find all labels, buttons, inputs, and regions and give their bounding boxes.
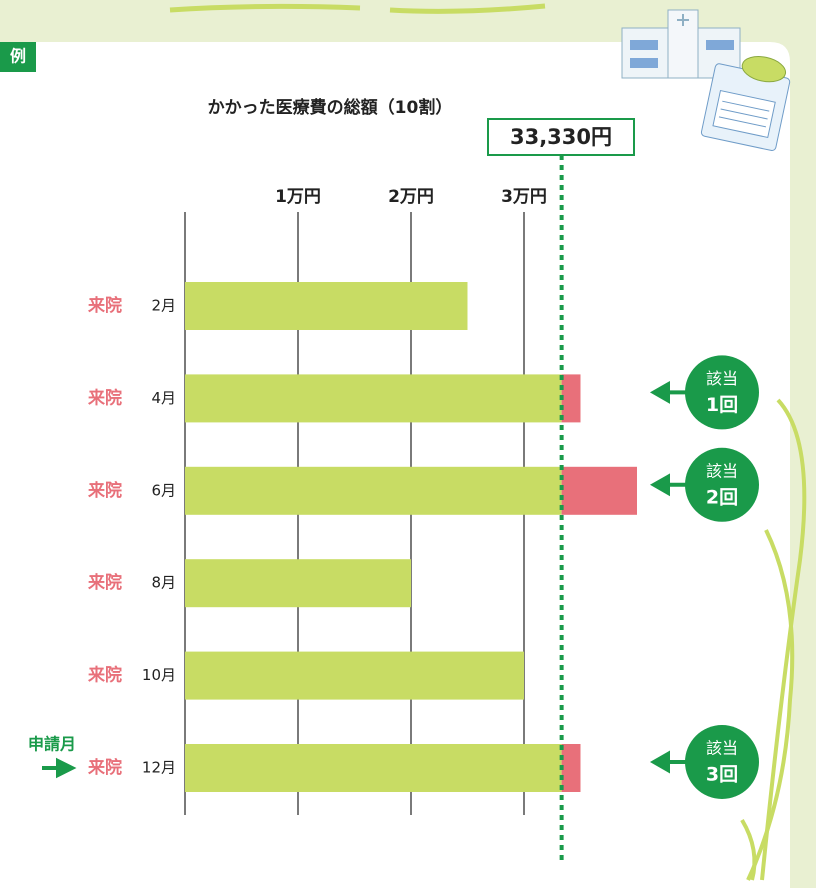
chart-title: かかった医療費の総額（10割） — [208, 97, 453, 118]
bar-excess — [562, 374, 581, 422]
match-line2: 2回 — [706, 486, 738, 508]
match-line2: 1回 — [706, 394, 738, 416]
bar — [185, 374, 562, 422]
chart: 例 かかった医療費の総額（10割） 1万円2万円3万円来院2月来院4月来院6月来… — [0, 0, 816, 888]
apply-note: 申請月 — [28, 735, 76, 754]
y-tick-label: 8月 — [151, 574, 176, 592]
threshold-label: 33,330円 — [510, 125, 612, 149]
bar-excess — [562, 744, 581, 792]
visit-label: 来院 — [87, 480, 122, 501]
label: 例 — [10, 47, 26, 66]
bar-excess — [562, 467, 637, 515]
visit-label: 来院 — [87, 757, 122, 778]
visit-label: 来院 — [87, 665, 122, 686]
match-line1: 該当 — [706, 461, 738, 480]
bar — [185, 282, 468, 330]
match-badge — [685, 355, 759, 429]
y-tick-label: 2月 — [151, 297, 176, 315]
bar — [185, 744, 562, 792]
x-tick-label: 3万円 — [501, 187, 547, 207]
y-tick-label: 10月 — [142, 666, 176, 684]
visit-label: 来院 — [87, 572, 122, 593]
match-line1: 該当 — [706, 739, 738, 758]
x-tick-label: 1万円 — [275, 187, 321, 207]
y-tick-label: 4月 — [151, 389, 176, 407]
y-tick-label: 12月 — [142, 759, 176, 777]
bar — [185, 559, 411, 607]
y-tick-label: 6月 — [151, 481, 176, 499]
match-line2: 3回 — [706, 764, 738, 786]
match-line1: 該当 — [706, 369, 738, 388]
page: {"label": "例", "chart_data": { "type": "… — [0, 0, 816, 888]
bar — [185, 467, 562, 515]
header-decoration — [170, 6, 545, 11]
visit-label: 来院 — [87, 295, 122, 316]
x-tick-label: 2万円 — [388, 187, 434, 207]
match-badge — [685, 725, 759, 799]
match-badge — [685, 448, 759, 522]
visit-label: 来院 — [87, 387, 122, 408]
bar — [185, 652, 524, 700]
